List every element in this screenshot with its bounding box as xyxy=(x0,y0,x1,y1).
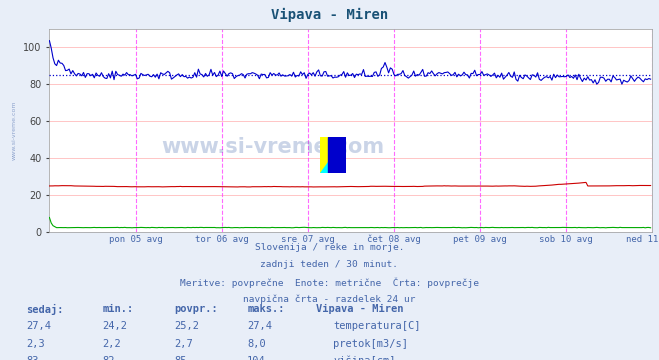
Polygon shape xyxy=(320,137,346,173)
Text: 24,2: 24,2 xyxy=(102,321,127,332)
Text: min.:: min.: xyxy=(102,304,133,314)
Text: pretok[m3/s]: pretok[m3/s] xyxy=(333,339,409,349)
Text: www.si-vreme.com: www.si-vreme.com xyxy=(12,101,17,160)
Text: 27,4: 27,4 xyxy=(26,321,51,332)
Polygon shape xyxy=(328,137,346,173)
Text: tor 06 avg: tor 06 avg xyxy=(195,235,248,244)
Text: Vipava - Miren: Vipava - Miren xyxy=(316,304,404,314)
Text: Meritve: povprečne  Enote: metrične  Črta: povprečje: Meritve: povprečne Enote: metrične Črta:… xyxy=(180,278,479,288)
Text: čet 08 avg: čet 08 avg xyxy=(367,235,421,244)
Text: 2,3: 2,3 xyxy=(26,339,45,349)
Text: povpr.:: povpr.: xyxy=(175,304,218,314)
Text: 82: 82 xyxy=(102,356,115,360)
Text: 2,2: 2,2 xyxy=(102,339,121,349)
Text: www.si-vreme.com: www.si-vreme.com xyxy=(161,137,384,157)
Text: 104: 104 xyxy=(247,356,266,360)
Text: sre 07 avg: sre 07 avg xyxy=(281,235,335,244)
Text: zadnji teden / 30 minut.: zadnji teden / 30 minut. xyxy=(260,260,399,269)
Polygon shape xyxy=(320,137,346,173)
Text: ned 11 avg: ned 11 avg xyxy=(625,235,659,244)
Text: sedaj:: sedaj: xyxy=(26,304,64,315)
Text: 27,4: 27,4 xyxy=(247,321,272,332)
Text: 83: 83 xyxy=(26,356,39,360)
Text: višina[cm]: višina[cm] xyxy=(333,356,396,360)
Text: 8,0: 8,0 xyxy=(247,339,266,349)
Text: 2,7: 2,7 xyxy=(175,339,193,349)
Text: pet 09 avg: pet 09 avg xyxy=(453,235,507,244)
Text: temperatura[C]: temperatura[C] xyxy=(333,321,421,332)
Text: Vipava - Miren: Vipava - Miren xyxy=(271,8,388,22)
Text: pon 05 avg: pon 05 avg xyxy=(109,235,162,244)
Text: Slovenija / reke in morje.: Slovenija / reke in morje. xyxy=(255,243,404,252)
Text: 85: 85 xyxy=(175,356,187,360)
Text: 25,2: 25,2 xyxy=(175,321,200,332)
Text: sob 10 avg: sob 10 avg xyxy=(540,235,593,244)
Text: maks.:: maks.: xyxy=(247,304,285,314)
Text: navpična črta - razdelek 24 ur: navpična črta - razdelek 24 ur xyxy=(243,295,416,304)
